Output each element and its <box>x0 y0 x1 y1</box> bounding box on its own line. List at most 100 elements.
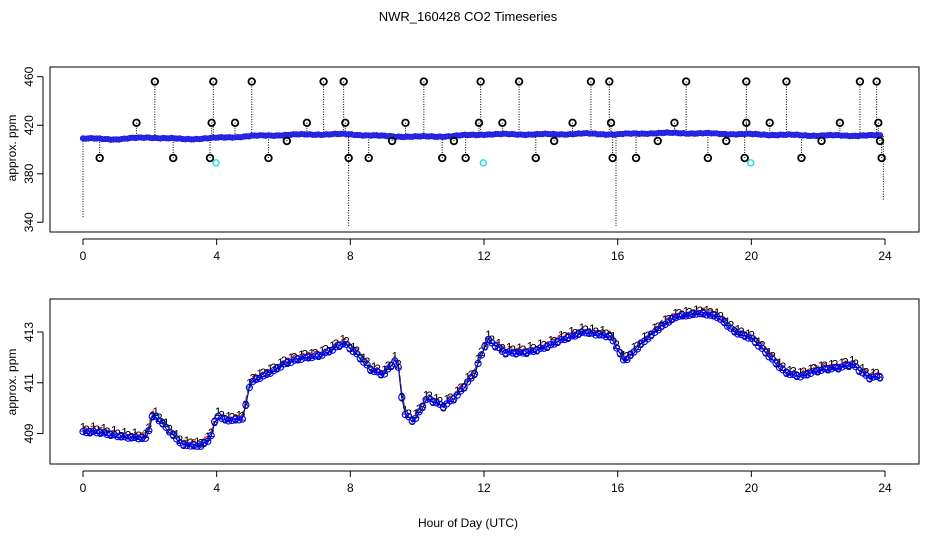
top-plot-frame <box>49 66 920 233</box>
bottom-data-point <box>817 366 825 375</box>
series-2-line <box>82 309 881 444</box>
series-1-label: 1 <box>849 353 856 367</box>
flagged-point <box>341 118 350 128</box>
series-1-label: 1 <box>215 405 222 419</box>
bottom-data-point <box>238 415 247 423</box>
series-1-label: 1 <box>495 336 502 350</box>
bottom-x-tick-label: 20 <box>745 481 759 495</box>
bottom-data-point <box>134 435 143 443</box>
bottom-x-tick-label: 16 <box>611 481 625 495</box>
series-1-label: 1 <box>745 327 752 341</box>
bottom-data-point <box>477 351 486 359</box>
series-1-label: 1 <box>589 322 596 336</box>
series-1-label: 1 <box>132 426 139 440</box>
bottom-data-point <box>876 373 884 382</box>
bottom-data-point <box>193 442 202 450</box>
flagged-point <box>742 118 751 128</box>
series-1-label: 1 <box>350 340 357 354</box>
bottom-data-point <box>366 366 375 374</box>
bottom-axes: 0 4 8 12 16 20 24 409 411 413 <box>22 322 892 495</box>
series-3-label: 3 <box>440 400 447 414</box>
bottom-data-point <box>110 431 118 439</box>
bottom-data-point <box>509 349 517 357</box>
series-1-label: 1 <box>225 410 232 424</box>
bottom-data-point <box>415 408 423 416</box>
series-1-label: 1 <box>194 435 201 449</box>
series-3-label: 3 <box>565 331 572 345</box>
flagged-point <box>438 153 447 163</box>
bottom-data-point <box>678 311 687 319</box>
bottom-data-point <box>588 329 597 337</box>
series-3-label: 3 <box>419 400 426 414</box>
series-3-label: 3 <box>159 417 166 431</box>
bottom-data-point <box>103 430 111 439</box>
flagged-point <box>722 136 731 146</box>
flagged-point <box>209 77 218 86</box>
bottom-data-point <box>221 415 229 423</box>
series-1-label: 1 <box>828 357 835 371</box>
flagged-point <box>344 153 353 163</box>
bottom-data-point <box>793 372 801 380</box>
bottom-data-point <box>824 365 832 373</box>
bottom-data-point <box>827 365 836 373</box>
flagged-point <box>449 136 459 146</box>
bottom-data-point <box>183 441 191 450</box>
bottom-data-point <box>107 430 115 439</box>
bottom-data-point <box>474 359 482 368</box>
flagged-point <box>132 118 141 128</box>
flagged-point <box>568 118 577 128</box>
bottom-y-tick-label: 409 <box>22 423 36 443</box>
bottom-data-point <box>114 432 122 441</box>
bottom-data-point <box>536 344 545 352</box>
series-1-label: 1 <box>506 341 513 355</box>
series-3-label: 3 <box>398 391 405 405</box>
series-1-label: 1 <box>870 366 877 380</box>
series-3-label: 3 <box>638 337 645 351</box>
bottom-data-point <box>834 364 843 372</box>
bottom-data-point <box>869 373 877 381</box>
bottom-data-point <box>633 345 642 353</box>
flagged-point <box>95 153 104 163</box>
bottom-data-point <box>152 412 160 420</box>
series-1-label: 1 <box>807 362 814 376</box>
bottom-data-point <box>789 370 798 378</box>
bottom-data-point <box>280 360 288 368</box>
flagged-point <box>247 77 256 86</box>
bottom-data-point <box>204 437 212 446</box>
bottom-data-point <box>547 341 555 349</box>
bottom-data-point <box>689 310 697 318</box>
series-1-label: 1 <box>485 328 492 342</box>
bottom-data-point <box>96 429 104 437</box>
bottom-data-point <box>512 349 520 358</box>
bottom-data-point <box>308 353 316 362</box>
top-panel: 0 4 8 12 16 20 24 340 380 420 460 approx. ppm <box>5 66 920 263</box>
bottom-data-point <box>290 356 299 364</box>
series-3-label: 3 <box>648 328 655 342</box>
top-y-tick-label: 340 <box>22 212 36 232</box>
bottom-data-point <box>619 356 628 364</box>
series-1-label: 1 <box>599 324 606 338</box>
series-1-label: 1 <box>568 325 575 339</box>
bottom-data-point <box>744 334 752 342</box>
bottom-data-point <box>848 361 856 369</box>
cyan-point <box>212 159 220 167</box>
bottom-data-point <box>283 358 292 367</box>
bottom-x-tick-label: 12 <box>477 481 491 495</box>
flagged-point <box>742 77 751 86</box>
series-1-label: 1 <box>184 434 191 448</box>
bottom-data-point <box>813 367 822 375</box>
bottom-data-point <box>720 318 728 326</box>
bottom-data-point <box>671 314 680 322</box>
bottom-data-point <box>810 367 818 375</box>
bottom-data-point <box>529 347 538 356</box>
series-3-label: 3 <box>731 324 738 338</box>
bottom-data-point <box>599 331 607 339</box>
flagged-point <box>631 153 641 163</box>
bottom-data-point <box>519 349 527 357</box>
bottom-x-tick-label: 4 <box>213 481 220 495</box>
series-3-label: 3 <box>544 340 551 354</box>
bottom-x-tick-label: 24 <box>878 481 892 495</box>
bottom-data-point <box>186 442 195 450</box>
